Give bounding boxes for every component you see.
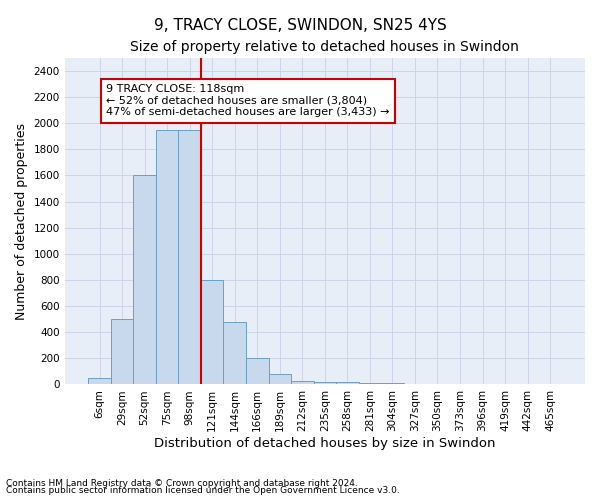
Y-axis label: Number of detached properties: Number of detached properties	[15, 122, 28, 320]
Text: Contains HM Land Registry data © Crown copyright and database right 2024.: Contains HM Land Registry data © Crown c…	[6, 478, 358, 488]
Bar	[111, 319, 133, 384]
Bar	[269, 374, 291, 384]
Bar	[133, 176, 156, 384]
Text: 9, TRACY CLOSE, SWINDON, SN25 4YS: 9, TRACY CLOSE, SWINDON, SN25 4YS	[154, 18, 446, 32]
Bar	[178, 130, 201, 384]
Bar	[359, 383, 381, 384]
Bar	[156, 130, 178, 384]
Bar	[88, 378, 111, 384]
X-axis label: Distribution of detached houses by size in Swindon: Distribution of detached houses by size …	[154, 437, 496, 450]
Bar	[223, 322, 246, 384]
Title: Size of property relative to detached houses in Swindon: Size of property relative to detached ho…	[130, 40, 519, 54]
Text: Contains public sector information licensed under the Open Government Licence v3: Contains public sector information licen…	[6, 486, 400, 495]
Bar	[291, 380, 314, 384]
Bar	[336, 382, 359, 384]
Bar	[314, 382, 336, 384]
Bar	[201, 280, 223, 384]
Text: 9 TRACY CLOSE: 118sqm
← 52% of detached houses are smaller (3,804)
47% of semi-d: 9 TRACY CLOSE: 118sqm ← 52% of detached …	[106, 84, 390, 117]
Bar	[246, 358, 269, 384]
